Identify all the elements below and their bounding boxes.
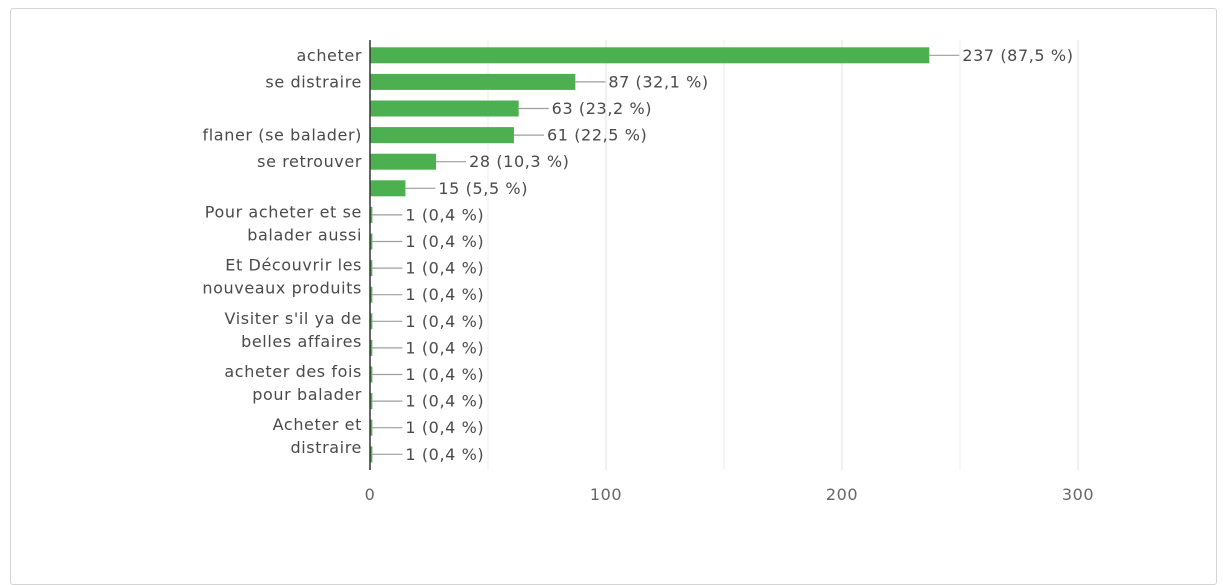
bar [370,153,437,170]
data-label: 87 (32,1 %) [608,72,708,91]
bar [370,47,930,64]
bar [370,206,373,223]
category-label: se retrouver [257,152,362,171]
bar [370,127,514,144]
bar [370,233,373,250]
x-tick-label: 200 [826,485,858,504]
bar [370,446,373,463]
bar [370,100,519,117]
data-label: 1 (0,4 %) [405,205,484,224]
bar [370,366,373,383]
category-label: pour balader [252,385,362,404]
bar [370,180,406,197]
data-label: 28 (10,3 %) [469,152,569,171]
category-label: flaner (se balader) [203,126,362,145]
bar [370,393,373,410]
bar [370,313,373,330]
bar [370,260,373,277]
data-label: 15 (5,5 %) [438,179,528,198]
data-label: 1 (0,4 %) [405,285,484,304]
chart-card [10,8,1217,585]
category-label: Pour acheter et se [205,202,362,221]
category-label: distraire [290,438,362,457]
bar-chart: 0 100 200 300 237 (87,5 %) acheter 87 (32,1 %)… [202,40,1094,504]
category-label: balader aussi [247,225,362,244]
data-label: 61 (22,5 %) [547,126,647,145]
category-label: acheter [297,46,362,65]
data-label: 237 (87,5 %) [962,46,1073,65]
category-label: Visiter s'il ya de [225,309,362,328]
category-label: Acheter et [273,415,362,434]
bar [370,286,373,303]
data-label: 63 (23,2 %) [552,99,652,118]
bar [370,339,373,356]
x-tick-label: 100 [590,485,622,504]
category-label: belles affaires [241,332,362,351]
data-label: 1 (0,4 %) [405,259,484,278]
category-label: Et Découvrir les [225,256,362,275]
data-label: 1 (0,4 %) [405,418,484,437]
data-label: 1 (0,4 %) [405,312,484,331]
category-label: se distraire [265,72,362,91]
data-label: 1 (0,4 %) [405,445,484,464]
x-tick-label: 0 [365,485,376,504]
data-label: 1 (0,4 %) [405,365,484,384]
bar [370,73,576,90]
bar [370,419,373,436]
data-label: 1 (0,4 %) [405,232,484,251]
x-tick-label: 300 [1062,485,1094,504]
category-label: nouveaux produits [202,279,362,298]
data-label: 1 (0,4 %) [405,338,484,357]
category-label: acheter des fois [224,362,362,381]
data-label: 1 (0,4 %) [405,392,484,411]
